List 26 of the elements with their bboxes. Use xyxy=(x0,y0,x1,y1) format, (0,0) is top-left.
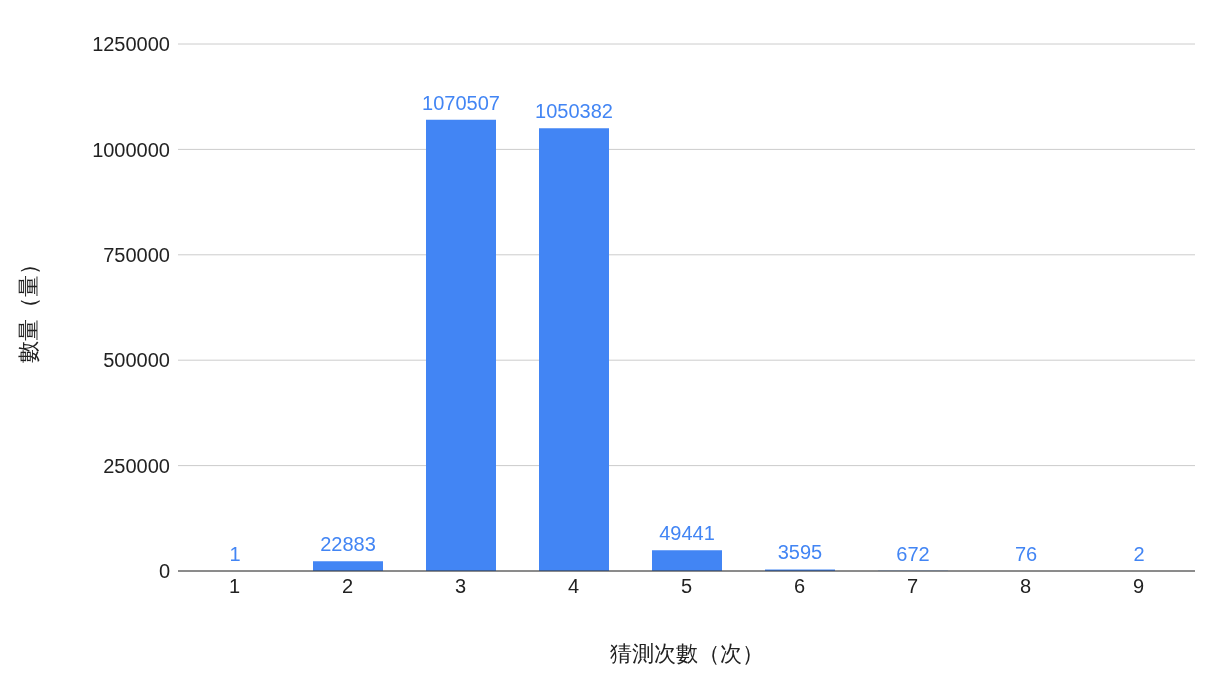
x-tick-label: 5 xyxy=(680,575,693,598)
y-tick-label: 0 xyxy=(158,560,170,583)
x-tick-label: 3 xyxy=(454,575,467,598)
data-label: 2 xyxy=(1133,543,1145,565)
x-tick-label: 6 xyxy=(793,575,806,598)
x-tick-label: 9 xyxy=(1132,575,1145,598)
y-tick-label: 750000 xyxy=(103,243,170,266)
data-label: 672 xyxy=(896,542,930,565)
y-axis-title: 數量（量） xyxy=(15,252,41,363)
y-tick-label: 250000 xyxy=(103,454,170,477)
data-label: 49441 xyxy=(659,522,715,545)
data-label: 76 xyxy=(1014,542,1038,565)
y-tick-label: 1000000 xyxy=(92,138,170,161)
x-tick-label: 2 xyxy=(341,575,354,598)
data-label: 3595 xyxy=(777,541,823,564)
data-label: 1070507 xyxy=(422,91,500,114)
data-label: 1 xyxy=(229,543,241,565)
data-label: 1050382 xyxy=(535,100,613,123)
x-axis-title: 猜測次數（次） xyxy=(609,641,764,666)
x-tick-label: 1 xyxy=(228,575,241,598)
x-tick-label: 7 xyxy=(906,575,919,598)
x-tick-label: 4 xyxy=(567,575,580,598)
y-tick-label: 500000 xyxy=(103,349,170,372)
y-tick-label: 1250000 xyxy=(92,33,170,56)
x-tick-label: 8 xyxy=(1019,575,1032,598)
data-label: 22883 xyxy=(320,533,376,556)
